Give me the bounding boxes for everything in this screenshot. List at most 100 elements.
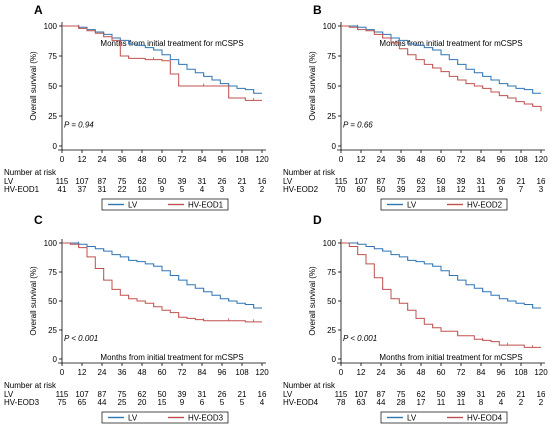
- risk-value: 15: [158, 398, 167, 407]
- risk-value: 39: [397, 185, 406, 194]
- x-tick-label: 36: [118, 368, 127, 377]
- x-tick-label: 0: [60, 368, 65, 377]
- risk-value: 50: [158, 390, 167, 399]
- risk-value: 75: [397, 390, 406, 399]
- risk-row-label: LV: [283, 177, 293, 186]
- risk-value: 31: [477, 390, 486, 399]
- risk-value: 107: [75, 177, 89, 186]
- risk-value: 5: [240, 398, 245, 407]
- y-tick-label: 50: [48, 82, 57, 91]
- risk-value: 62: [138, 390, 147, 399]
- x-tick-label: 72: [457, 155, 466, 164]
- risk-value: 12: [457, 185, 466, 194]
- risk-value: 26: [218, 390, 227, 399]
- x-tick-label: 108: [235, 368, 249, 377]
- p-value: P = 0.66: [343, 120, 373, 129]
- risk-value: 6: [200, 398, 205, 407]
- risk-value: 50: [158, 177, 167, 186]
- x-tick-label: 120: [255, 368, 269, 377]
- series-line-lv: [341, 242, 541, 309]
- x-tick-label: 120: [534, 368, 548, 377]
- risk-value: 9: [499, 185, 504, 194]
- risk-table-title: Number at risk: [283, 168, 336, 177]
- risk-value: 9: [160, 185, 165, 194]
- x-tick-label: 0: [339, 368, 344, 377]
- x-axis-title: Months from initial treatment for mCSPS: [100, 353, 243, 362]
- y-tick-label: 50: [48, 297, 57, 306]
- x-axis-title: Months from initial treatment for mCSPS: [379, 353, 522, 362]
- y-tick-label: 25: [327, 326, 336, 335]
- risk-row-label: HV-EOD3: [4, 398, 40, 407]
- risk-value: 63: [357, 398, 366, 407]
- risk-value: 62: [417, 177, 426, 186]
- risk-value: 50: [437, 390, 446, 399]
- risk-value: 16: [537, 177, 546, 186]
- risk-value: 75: [397, 177, 406, 186]
- risk-value: 25: [118, 398, 127, 407]
- series-line-hv-eod1: [62, 25, 262, 101]
- x-tick-label: 24: [98, 368, 107, 377]
- x-tick-label: 36: [397, 155, 406, 164]
- x-tick-label: 12: [357, 368, 366, 377]
- y-axis-title: Overall survival (%): [308, 51, 317, 121]
- risk-value: 26: [218, 177, 227, 186]
- risk-value: 21: [517, 177, 526, 186]
- x-tick-label: 24: [98, 155, 107, 164]
- panel-letter: A: [34, 3, 43, 17]
- x-tick-label: 96: [497, 368, 506, 377]
- risk-value: 87: [377, 177, 386, 186]
- risk-value: 115: [335, 390, 348, 399]
- legend-box: [101, 198, 229, 211]
- risk-value: 39: [457, 390, 466, 399]
- p-value: P = 0.94: [64, 120, 94, 129]
- y-tick-label: 75: [327, 268, 336, 277]
- risk-value: 4: [200, 185, 205, 194]
- risk-value: 26: [497, 177, 506, 186]
- y-tick-label: 100: [323, 22, 337, 31]
- x-tick-label: 48: [138, 368, 147, 377]
- y-tick-label: 50: [327, 297, 336, 306]
- risk-value: 44: [98, 398, 107, 407]
- x-axis-title: Months from initial treatment for mCSPS: [379, 39, 522, 48]
- legend-label: HV-EOD2: [467, 201, 503, 210]
- risk-value: 115: [56, 390, 69, 399]
- y-axis-title: Overall survival (%): [29, 51, 38, 121]
- risk-value: 31: [198, 390, 207, 399]
- panel-b: B 0 25 50 75 100 0 12 24 36 48 60 72 84 96 108 120 Overal…: [283, 3, 548, 211]
- x-tick-label: 60: [158, 368, 167, 377]
- risk-value: 18: [437, 185, 446, 194]
- x-tick-label: 12: [78, 368, 87, 377]
- risk-value: 3: [220, 185, 225, 194]
- legend-label: LV: [128, 414, 138, 423]
- x-tick-label: 96: [218, 155, 227, 164]
- legend-label: HV-EOD3: [188, 414, 224, 423]
- x-tick-label: 48: [417, 155, 426, 164]
- p-value: P < 0.001: [343, 334, 377, 343]
- x-tick-label: 60: [158, 155, 167, 164]
- x-tick-label: 108: [235, 155, 249, 164]
- x-axis-title: Months from initial treatment for mCSPS: [100, 39, 243, 48]
- risk-value: 4: [499, 398, 504, 407]
- risk-value: 39: [178, 390, 187, 399]
- x-tick-label: 12: [357, 155, 366, 164]
- legend-label: LV: [407, 414, 417, 423]
- risk-value: 26: [497, 390, 506, 399]
- risk-value: 39: [457, 177, 466, 186]
- risk-value: 21: [238, 177, 247, 186]
- risk-value: 50: [437, 177, 446, 186]
- x-tick-label: 24: [377, 368, 386, 377]
- y-tick-label: 0: [53, 355, 58, 364]
- risk-value: 3: [240, 185, 245, 194]
- risk-value: 87: [98, 390, 107, 399]
- risk-value: 75: [118, 177, 127, 186]
- risk-value: 60: [357, 185, 366, 194]
- risk-value: 75: [58, 398, 67, 407]
- risk-row-label: LV: [4, 390, 14, 399]
- x-tick-label: 84: [198, 155, 207, 164]
- risk-value: 44: [377, 398, 386, 407]
- y-tick-label: 25: [48, 326, 57, 335]
- risk-value: 22: [118, 185, 127, 194]
- x-tick-label: 60: [437, 368, 446, 377]
